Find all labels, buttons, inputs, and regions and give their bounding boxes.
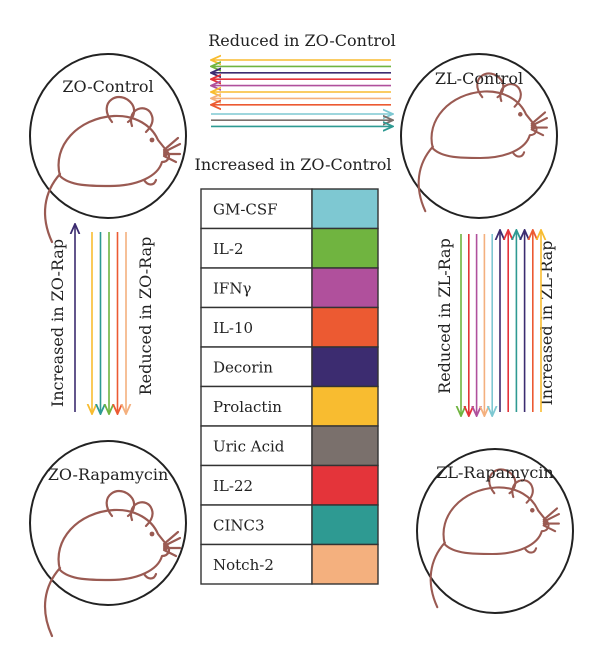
legend-row-uricacid: Uric Acid: [200, 425, 379, 467]
legend-swatch-uricacid: [311, 425, 379, 467]
left-reduced-arrows: [92, 232, 126, 414]
zl-control-mouse-icon: [417, 72, 548, 213]
legend-row-gmcsf: GM-CSF: [200, 188, 379, 230]
legend-row-prolactin: Prolactin: [200, 385, 379, 427]
legend-row-ifng: IFNγ: [200, 267, 379, 309]
legend-swatch-il10: [311, 306, 379, 348]
legend-row-il22: IL-22: [200, 464, 379, 506]
legend-label-prolactin: Prolactin: [213, 398, 282, 416]
right-reduced-arrows: [461, 234, 492, 416]
legend-label-cell: [200, 464, 313, 506]
legend-swatch-il22: [311, 464, 379, 506]
top-reduced-arrows: [211, 60, 391, 105]
legend-label-il22: IL-22: [213, 477, 253, 495]
left-increased-label: Increased in ZO-Rap: [48, 239, 67, 407]
right-increased-arrows: [500, 230, 541, 412]
zl-rapamycin-ellipse: [416, 448, 574, 614]
legend-label-cell: [200, 543, 313, 585]
zl-rapamycin-label: ZL-Rapamycin: [436, 463, 553, 482]
legend-label-cell: [200, 188, 313, 230]
legend-swatch-il2: [311, 227, 379, 269]
zo-rapamycin-label: ZO-Rapamycin: [48, 465, 169, 484]
legend-label-cell: [200, 425, 313, 467]
legend-swatch-cinc3: [311, 504, 379, 546]
legend-label-cell: [200, 267, 313, 309]
legend-label-il2: IL-2: [213, 240, 244, 258]
legend-label-notch2: Notch-2: [213, 556, 274, 574]
legend-label-ifng: IFNγ: [213, 279, 251, 297]
legend-row-notch2: Notch-2: [200, 543, 379, 585]
legend-row-il10: IL-10: [200, 306, 379, 348]
legend-row-decorin: Decorin: [200, 346, 379, 388]
legend-swatch-prolactin: [311, 385, 379, 427]
legend-label-gmcsf: GM-CSF: [213, 200, 278, 218]
legend-row-cinc3: CINC3: [200, 504, 379, 546]
zo-control-mouse-icon: [43, 95, 182, 244]
zl-rapamycin-mouse-icon: [429, 468, 560, 609]
legend-swatch-ifng: [311, 267, 379, 309]
top-increased-arrows: [211, 114, 393, 126]
zo-control-label: ZO-Control: [62, 77, 153, 96]
right-reduced-label: Reduced in ZL-Rap: [435, 238, 454, 394]
legend-label-cell: [200, 227, 313, 269]
top-increased-label: Increased in ZO-Control: [195, 155, 392, 174]
legend-label-uricacid: Uric Acid: [213, 437, 285, 455]
zo-rapamycin-ellipse: [29, 440, 187, 606]
left-reduced-label: Reduced in ZO-Rap: [136, 237, 155, 396]
legend-label-il10: IL-10: [213, 319, 253, 337]
zl-control-label: ZL-Control: [435, 69, 523, 88]
zl-control-ellipse: [400, 53, 558, 219]
legend-row-il2: IL-2: [200, 227, 379, 269]
legend-swatch-notch2: [311, 543, 379, 585]
legend-label-cell: [200, 504, 313, 546]
legend-swatch-gmcsf: [311, 188, 379, 230]
legend-label-cell: [200, 346, 313, 388]
top-reduced-label: Reduced in ZO-Control: [208, 31, 396, 50]
legend-table: GM-CSF IL-2 IFNγ IL-10 Decorin Prolactin Uric …: [200, 188, 379, 585]
legend-label-cinc3: CINC3: [213, 516, 265, 534]
legend-label-decorin: Decorin: [213, 358, 273, 376]
legend-label-cell: [200, 385, 313, 427]
zo-rapamycin-mouse-icon: [43, 489, 182, 638]
right-increased-label: Increased in ZL-Rap: [537, 240, 556, 405]
legend-swatch-decorin: [311, 346, 379, 388]
zo-control-ellipse: [29, 53, 187, 219]
